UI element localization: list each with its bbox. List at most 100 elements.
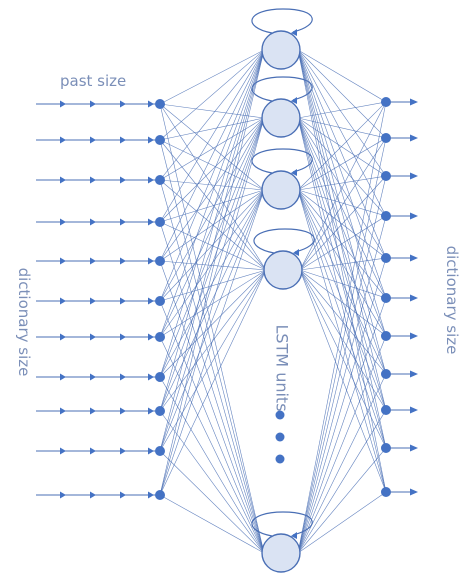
edge <box>159 221 265 554</box>
arrowhead-icon <box>60 333 66 341</box>
edge <box>297 189 387 493</box>
edge <box>159 269 267 302</box>
edge <box>297 101 387 119</box>
edge <box>297 335 387 554</box>
output-layer <box>381 97 418 497</box>
edge <box>297 49 387 299</box>
edge <box>297 49 387 259</box>
arrowhead-icon <box>60 297 66 305</box>
edge <box>159 49 265 105</box>
arrowhead-icon <box>291 169 297 176</box>
edge <box>159 189 265 496</box>
edge <box>299 215 387 271</box>
arrowhead-icon <box>90 297 96 305</box>
input-node <box>155 99 165 109</box>
arrowhead-icon <box>120 407 126 415</box>
input-layer <box>36 99 165 500</box>
lstm-units-label: LSTM units <box>272 324 292 412</box>
arrowhead-icon <box>60 447 66 455</box>
edge <box>159 49 265 262</box>
output-node <box>381 171 391 181</box>
arrowhead-icon <box>148 373 154 381</box>
edge <box>297 49 387 103</box>
arrowhead-icon <box>120 136 126 144</box>
recurrent-loop-icon <box>251 8 313 34</box>
edge <box>159 269 267 452</box>
edge <box>297 49 387 139</box>
arrowhead-icon <box>120 218 126 226</box>
edge <box>159 450 265 554</box>
edge <box>297 215 387 554</box>
arrowhead-icon <box>90 136 96 144</box>
edge <box>159 139 265 554</box>
edge <box>299 269 387 299</box>
edge <box>159 117 265 181</box>
ellipsis-dots <box>275 410 285 464</box>
output-node <box>381 253 391 263</box>
edge <box>159 117 265 302</box>
output-node <box>381 369 391 379</box>
arrowhead-icon <box>60 373 66 381</box>
input-node <box>155 490 165 500</box>
edge <box>297 447 387 554</box>
arrowhead-icon <box>90 218 96 226</box>
arrowhead-icon <box>148 176 154 184</box>
edge <box>159 139 265 191</box>
edge <box>159 103 265 554</box>
arrowhead-icon <box>120 333 126 341</box>
lstm-unit <box>261 30 301 70</box>
output-node <box>381 97 391 107</box>
arrowhead-icon <box>90 333 96 341</box>
edge <box>297 49 387 493</box>
past-size-label: past size <box>60 72 127 90</box>
edge <box>297 49 387 411</box>
edge <box>159 117 265 262</box>
input-node <box>155 175 165 185</box>
arrowhead-icon <box>60 218 66 226</box>
arrowhead-icon <box>90 447 96 455</box>
edge <box>297 175 387 554</box>
edge <box>159 376 265 554</box>
edge <box>297 409 387 554</box>
edge <box>297 491 387 554</box>
edge <box>159 117 265 496</box>
edge <box>159 103 267 271</box>
edge <box>297 189 387 449</box>
arrowhead-icon <box>148 333 154 341</box>
edge <box>297 189 387 217</box>
edge <box>297 101 387 191</box>
arrowhead-icon <box>410 444 418 452</box>
edge <box>299 101 387 271</box>
edge <box>159 269 267 496</box>
arrowhead-icon <box>410 294 418 302</box>
arrowhead-icon <box>291 97 297 104</box>
arrowhead-icon <box>120 257 126 265</box>
edge <box>297 297 387 554</box>
arrowhead-icon <box>148 218 154 226</box>
input-node <box>155 217 165 227</box>
edge <box>159 49 265 496</box>
edge <box>159 49 265 452</box>
arrowhead-icon <box>410 332 418 340</box>
edge <box>297 117 387 299</box>
edge <box>159 189 265 338</box>
arrowhead-icon <box>120 491 126 499</box>
edge <box>159 117 265 141</box>
edge <box>159 494 265 554</box>
arrowhead-icon <box>148 491 154 499</box>
lstm-unit <box>261 533 301 573</box>
output-dictionary-size-label: dictionary size <box>443 245 461 355</box>
edge <box>159 189 265 452</box>
ellipsis-dot <box>275 410 285 420</box>
arrowhead-icon <box>60 100 66 108</box>
arrowhead-icon <box>90 257 96 265</box>
edge <box>159 269 267 412</box>
output-node <box>381 133 391 143</box>
edge <box>297 257 387 554</box>
edge <box>297 117 387 217</box>
arrowhead-icon <box>60 491 66 499</box>
arrowhead-icon <box>410 488 418 496</box>
arrowhead-icon <box>90 407 96 415</box>
edge <box>159 410 265 554</box>
